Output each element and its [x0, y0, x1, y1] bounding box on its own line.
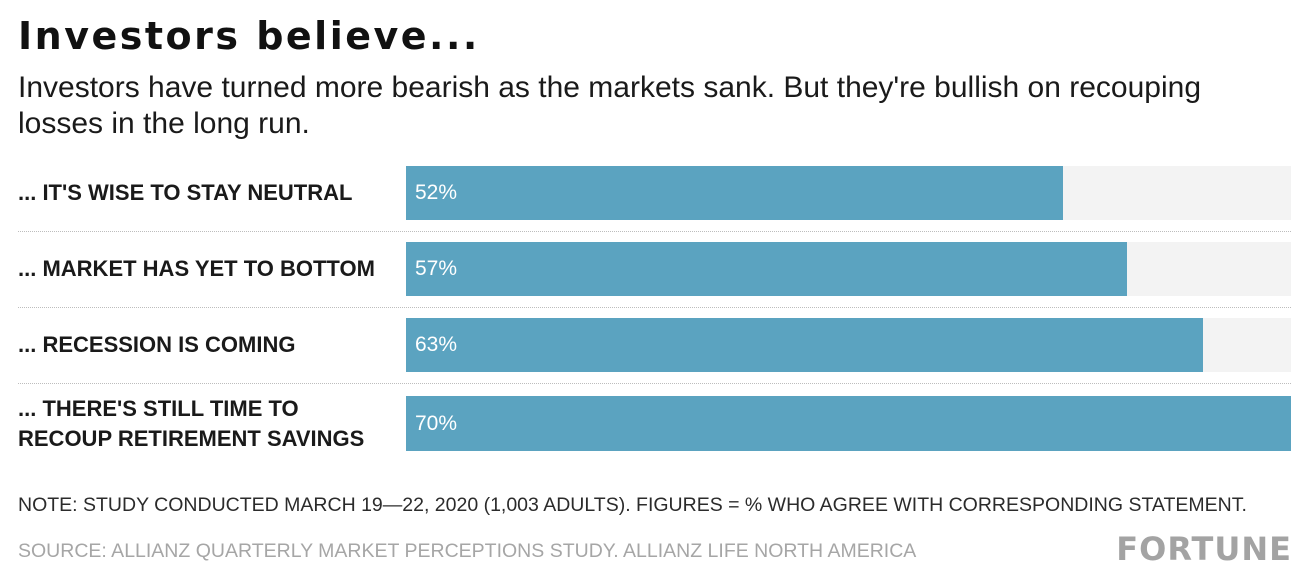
row-divider	[18, 231, 1291, 232]
bar: 63%	[406, 318, 1203, 372]
row-divider	[18, 307, 1291, 308]
bar-track: 52%	[406, 166, 1291, 220]
category-label: ... IT'S WISE TO STAY NEUTRAL	[18, 180, 353, 205]
bar-value-label: 57%	[415, 257, 458, 280]
bar: 70%	[406, 396, 1291, 451]
bar-value-label: 52%	[415, 181, 458, 204]
chart-subtitle: Investors have turned more bearish as th…	[18, 71, 1202, 140]
bar-track: 57%	[406, 242, 1291, 296]
category-label: ... MARKET HAS YET TO BOTTOM	[18, 256, 375, 281]
fortune-logo: FORTUNE	[1116, 530, 1292, 568]
bar-value-label: 63%	[415, 333, 458, 356]
bar-track: 63%	[406, 318, 1291, 372]
footnote: NOTE: STUDY CONDUCTED MARCH 19—22, 2020 …	[18, 494, 1247, 516]
category-label: ... RECESSION IS COMING	[18, 332, 296, 357]
bar: 52%	[406, 166, 1063, 220]
row-divider	[18, 383, 1291, 384]
bar-track: 70%	[406, 396, 1291, 451]
bar: 57%	[406, 242, 1127, 296]
source-line: SOURCE: ALLIANZ QUARTERLY MARKET PERCEPT…	[18, 540, 917, 562]
bar-value-label: 70%	[415, 411, 458, 435]
chart-title: Investors believe...	[18, 14, 480, 58]
category-label: ... THERE'S STILL TIME TO RECOUP RETIREM…	[18, 395, 365, 451]
